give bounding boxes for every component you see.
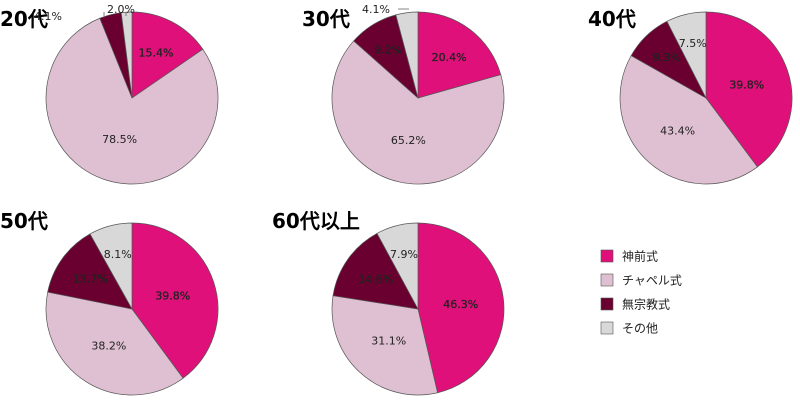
pie-slice-other <box>120 11 133 99</box>
pie-slice-other <box>666 11 707 99</box>
legend-label-other: その他 <box>622 322 658 336</box>
legend-label-shinzen: 神前式 <box>622 249 658 264</box>
slice-label: 7.5% <box>679 37 707 50</box>
pie-slice-other <box>376 222 419 310</box>
slice-label: 31.1% <box>371 335 406 348</box>
legend-label-nonreligious: 無宗教式 <box>622 297 670 312</box>
pie-slice-shinzen <box>705 11 793 168</box>
legend-swatch-other <box>600 321 614 335</box>
slice-label: 15.4% <box>139 46 174 59</box>
pie-slice-chapel <box>45 17 219 185</box>
slice-label: 4.1% <box>362 3 390 16</box>
legend: 神前式 チャペル式 無宗教式 その他 <box>600 249 682 336</box>
slice-label: 7.9% <box>390 248 418 261</box>
legend-swatch-nonreligious <box>600 297 614 311</box>
slice-label: 2.0% <box>107 3 135 16</box>
chart-title: 20代 <box>0 7 48 31</box>
legend-label-chapel: チャペル式 <box>622 274 682 288</box>
slice-label: 39.8% <box>155 290 190 303</box>
legend-swatch-shinzen <box>600 249 614 263</box>
chart-title: 60代以上 <box>272 209 360 233</box>
legend-swatch-chapel <box>600 273 614 287</box>
pie-slice-chapel <box>331 295 438 396</box>
pie-slice-nonreligious <box>332 232 419 310</box>
slice-label: 9.2% <box>374 44 402 57</box>
slice-label: 38.2% <box>91 339 126 352</box>
pie-slice-shinzen <box>417 222 505 394</box>
pie-slice-chapel <box>619 55 758 185</box>
slice-label: 43.4% <box>660 124 695 137</box>
pie-chart-1: 20代 15.4% 78.5% 4.1% 2.0% <box>0 3 219 185</box>
pie-slice-shinzen <box>131 222 219 379</box>
pie-chart-5: 60代以上 46.3% 31.1% 14.6% 7.9% <box>272 209 505 396</box>
pie-slice-other <box>89 222 133 311</box>
pie-slice-other <box>395 11 419 99</box>
slice-label: 20.4% <box>432 51 467 64</box>
pie-slice-shinzen <box>131 11 204 99</box>
pie-slice-chapel <box>45 291 184 396</box>
slice-label: 4.1% <box>34 10 62 23</box>
slice-label: 39.8% <box>729 79 764 92</box>
pie-slice-chapel <box>331 40 505 185</box>
pie-chart-2: 30代 20.4% 65.2% 9.2% 4.1% <box>302 3 505 185</box>
pie-slice-shinzen <box>417 11 502 99</box>
slice-label: 46.3% <box>443 298 478 311</box>
slice-label: 13.7% <box>73 273 108 286</box>
slice-label: 8.1% <box>104 248 132 261</box>
pie-slice-nonreligious <box>47 233 133 310</box>
pie-chart-3: 40代 39.8% 43.4% 9.3%7.5% <box>588 7 793 185</box>
charts-layer: 20代 15.4% 78.5% 4.1% 2.0% 30代 20.4% 65.2% 9.2% 4.… <box>0 3 793 396</box>
chart-title: 30代 <box>302 7 350 31</box>
slice-label: 78.5% <box>102 133 137 146</box>
slice-label: 14.6% <box>358 273 393 286</box>
chart-title: 50代 <box>0 209 48 233</box>
slice-label: 9.3% <box>653 51 681 64</box>
slice-label: 65.2% <box>391 134 426 147</box>
chart-title: 40代 <box>588 7 636 31</box>
pie-chart-4: 50代 39.8% 38.2% 13.7% 8.1% <box>0 209 219 396</box>
